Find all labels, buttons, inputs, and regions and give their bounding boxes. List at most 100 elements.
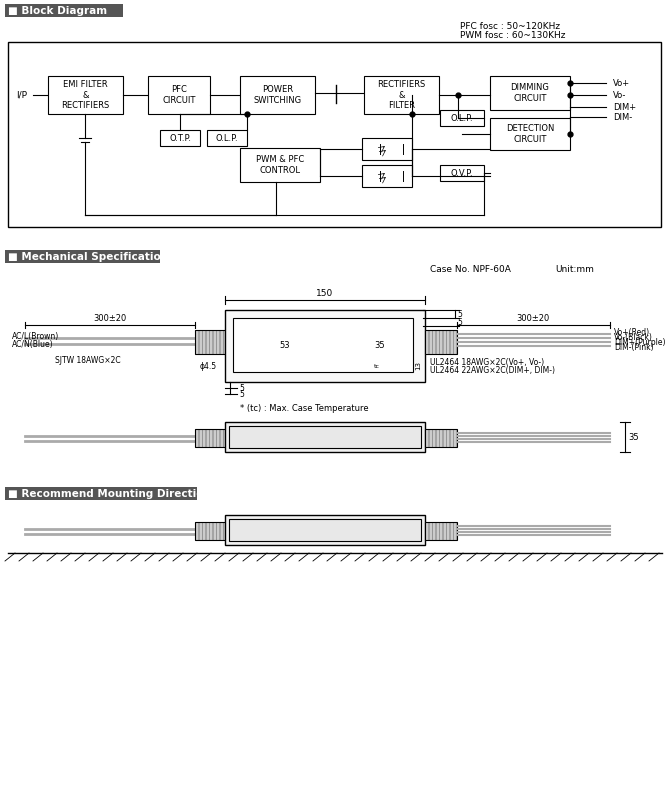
Text: 5: 5 bbox=[239, 383, 244, 392]
Bar bbox=[148, 76, 210, 114]
Bar bbox=[429, 522, 431, 540]
Bar bbox=[216, 429, 219, 447]
Bar bbox=[216, 330, 219, 354]
Bar bbox=[195, 330, 198, 354]
Bar bbox=[439, 429, 442, 447]
Bar bbox=[220, 522, 222, 540]
Text: 53: 53 bbox=[279, 340, 290, 350]
Text: AC/N(Blue): AC/N(Blue) bbox=[12, 340, 54, 348]
Text: DIM+: DIM+ bbox=[613, 103, 636, 112]
Bar bbox=[453, 522, 456, 540]
Bar bbox=[429, 330, 431, 354]
Text: tc: tc bbox=[374, 363, 380, 368]
Bar bbox=[229, 519, 421, 541]
Bar bbox=[8, 42, 661, 227]
Bar bbox=[5, 487, 197, 500]
Bar bbox=[48, 76, 123, 114]
Text: SJTW 18AWG×2C: SJTW 18AWG×2C bbox=[55, 355, 121, 364]
Text: Vo-: Vo- bbox=[613, 91, 626, 100]
Bar bbox=[223, 330, 226, 354]
Bar bbox=[364, 76, 439, 114]
Bar bbox=[233, 318, 413, 372]
Bar bbox=[220, 429, 222, 447]
Bar bbox=[425, 429, 428, 447]
Bar bbox=[425, 522, 456, 540]
Bar bbox=[429, 429, 431, 447]
Bar bbox=[436, 330, 438, 354]
Bar bbox=[195, 429, 226, 447]
Text: Vo+: Vo+ bbox=[613, 78, 630, 88]
Bar bbox=[425, 522, 428, 540]
Bar bbox=[439, 330, 442, 354]
Bar bbox=[436, 429, 438, 447]
Text: ■ Recommend Mounting Direction: ■ Recommend Mounting Direction bbox=[8, 489, 211, 498]
Text: O.T.P.: O.T.P. bbox=[169, 134, 191, 143]
Text: 13: 13 bbox=[415, 360, 421, 370]
Text: * (tc) : Max. Case Temperature: * (tc) : Max. Case Temperature bbox=[240, 404, 368, 413]
Bar bbox=[225, 310, 425, 382]
Bar bbox=[453, 330, 456, 354]
Bar bbox=[450, 330, 452, 354]
Text: Vo+(Red): Vo+(Red) bbox=[614, 328, 650, 336]
Bar bbox=[440, 110, 484, 126]
Bar bbox=[212, 429, 216, 447]
Bar bbox=[446, 429, 449, 447]
Bar bbox=[446, 330, 449, 354]
Bar bbox=[225, 515, 425, 545]
Text: Vo-(Black): Vo-(Black) bbox=[614, 332, 653, 341]
Bar bbox=[432, 330, 435, 354]
Bar bbox=[425, 330, 456, 354]
Bar bbox=[202, 429, 205, 447]
Bar bbox=[425, 429, 456, 447]
Bar bbox=[446, 522, 449, 540]
Bar bbox=[225, 422, 425, 452]
Bar bbox=[206, 330, 208, 354]
Bar bbox=[362, 138, 412, 160]
Bar bbox=[5, 250, 160, 263]
Bar bbox=[223, 429, 226, 447]
Text: PFC
CIRCUIT: PFC CIRCUIT bbox=[162, 85, 196, 104]
Bar bbox=[212, 330, 216, 354]
Text: UL2464 18AWG×2C(Vo+, Vo-): UL2464 18AWG×2C(Vo+, Vo-) bbox=[430, 358, 544, 367]
Text: DIM-: DIM- bbox=[613, 112, 632, 121]
Bar bbox=[442, 522, 446, 540]
Bar bbox=[209, 330, 212, 354]
Bar bbox=[206, 522, 208, 540]
Bar bbox=[202, 522, 205, 540]
Text: RECTIFIERS
&
FILTER: RECTIFIERS & FILTER bbox=[377, 80, 425, 110]
Text: 300±20: 300±20 bbox=[517, 314, 550, 323]
Bar bbox=[195, 522, 198, 540]
Text: 150: 150 bbox=[316, 289, 334, 298]
Bar bbox=[220, 330, 222, 354]
Bar bbox=[425, 330, 428, 354]
Text: DIM-(Pink): DIM-(Pink) bbox=[614, 343, 654, 351]
Text: ■ Block Diagram: ■ Block Diagram bbox=[8, 6, 107, 15]
Bar bbox=[198, 429, 202, 447]
Bar bbox=[202, 330, 205, 354]
Bar bbox=[453, 429, 456, 447]
Bar bbox=[450, 522, 452, 540]
Bar bbox=[195, 522, 226, 540]
Text: 5: 5 bbox=[458, 309, 462, 319]
Text: 300±20: 300±20 bbox=[93, 314, 127, 323]
Bar bbox=[490, 118, 570, 150]
Bar bbox=[195, 330, 226, 354]
Text: Case No. NPF-60A: Case No. NPF-60A bbox=[430, 265, 511, 274]
Bar bbox=[240, 76, 315, 114]
Text: UL2464 22AWG×2C(DIM+, DIM-): UL2464 22AWG×2C(DIM+, DIM-) bbox=[430, 366, 555, 375]
Bar bbox=[209, 522, 212, 540]
Bar bbox=[432, 522, 435, 540]
Text: ϕ4.5: ϕ4.5 bbox=[200, 362, 217, 371]
Bar bbox=[439, 522, 442, 540]
Bar bbox=[5, 4, 123, 17]
Bar bbox=[229, 426, 421, 448]
Bar bbox=[440, 165, 484, 181]
Text: POWER
SWITCHING: POWER SWITCHING bbox=[253, 85, 302, 104]
Bar bbox=[362, 165, 412, 187]
Bar bbox=[432, 429, 435, 447]
Bar bbox=[442, 429, 446, 447]
Bar bbox=[450, 429, 452, 447]
Text: 5: 5 bbox=[458, 317, 462, 327]
Bar bbox=[216, 522, 219, 540]
Bar bbox=[209, 429, 212, 447]
